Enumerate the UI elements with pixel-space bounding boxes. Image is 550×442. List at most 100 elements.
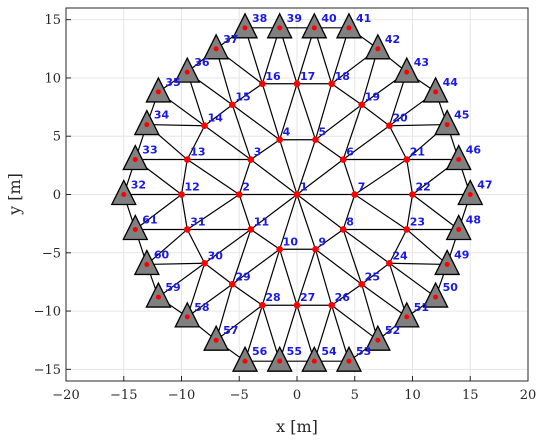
support-point-45 xyxy=(444,122,450,128)
node-label-58: 58 xyxy=(194,301,209,314)
member-19-20 xyxy=(361,104,390,127)
member-3-14 xyxy=(204,125,252,161)
free-node-14 xyxy=(201,122,208,130)
node-label-47: 47 xyxy=(477,179,492,192)
node-label-39: 39 xyxy=(287,12,302,25)
node-label-24: 24 xyxy=(392,249,408,262)
member-22-48 xyxy=(412,194,460,230)
member-6-20 xyxy=(342,125,390,161)
member-10-29 xyxy=(231,248,281,285)
node-label-43: 43 xyxy=(414,56,429,69)
support-point-32 xyxy=(121,192,127,197)
node-label-6: 6 xyxy=(346,146,354,159)
node-label-50: 50 xyxy=(443,281,459,294)
support-point-37 xyxy=(213,46,219,52)
free-node-19 xyxy=(358,101,365,109)
member-3-4 xyxy=(250,139,281,161)
member-31-60 xyxy=(146,229,188,265)
member-9-27 xyxy=(296,249,317,306)
y-tick-label: 10 xyxy=(44,71,61,86)
member-1-3 xyxy=(250,159,298,195)
member-24-50 xyxy=(389,262,436,298)
node-label-56: 56 xyxy=(252,345,268,358)
member-24-25 xyxy=(361,262,390,285)
node-label-14: 14 xyxy=(208,112,224,125)
member-20-21 xyxy=(388,125,408,160)
node-label-7: 7 xyxy=(358,181,366,194)
member-5-17 xyxy=(296,83,317,140)
y-tick-label: 15 xyxy=(44,13,61,28)
free-node-5 xyxy=(312,136,319,144)
free-node-30 xyxy=(201,259,208,267)
member-1-11 xyxy=(250,194,298,230)
member-4-16 xyxy=(261,83,281,140)
members xyxy=(123,27,471,362)
node-label-13: 13 xyxy=(190,146,205,159)
support-point-50 xyxy=(433,294,439,300)
support-point-47 xyxy=(467,192,473,197)
y-axis-label: y [m] xyxy=(5,173,24,216)
member-1-5 xyxy=(296,139,317,195)
node-label-42: 42 xyxy=(385,33,400,46)
member-9-25 xyxy=(315,248,363,285)
support-point-34 xyxy=(144,122,150,128)
node-label-25: 25 xyxy=(365,270,380,283)
member-10-11 xyxy=(250,228,281,250)
member-25-51 xyxy=(361,283,408,318)
member-22-23 xyxy=(406,194,414,230)
member-12-61 xyxy=(134,194,182,230)
member-5-18 xyxy=(314,83,333,140)
member-6-19 xyxy=(342,104,363,160)
node-label-30: 30 xyxy=(208,249,224,262)
free-node-27 xyxy=(293,301,301,309)
member-15-16 xyxy=(231,83,263,106)
member-2-13 xyxy=(186,159,240,195)
node-label-52: 52 xyxy=(385,324,400,337)
member-4-17 xyxy=(279,83,298,140)
support-point-40 xyxy=(311,25,317,31)
node-label-51: 51 xyxy=(414,301,429,314)
node-label-61: 61 xyxy=(142,213,157,226)
free-node-20 xyxy=(386,122,393,130)
support-point-54 xyxy=(311,358,317,364)
node-label-12: 12 xyxy=(185,181,200,194)
member-4-15 xyxy=(231,104,281,141)
member-29-58 xyxy=(186,283,233,318)
member-26-52 xyxy=(331,304,379,341)
node-label-46: 46 xyxy=(466,144,482,157)
free-node-28 xyxy=(259,301,266,309)
member-25-26 xyxy=(331,283,363,306)
member-10-28 xyxy=(261,249,281,306)
node-label-37: 37 xyxy=(223,33,238,46)
member-28-29 xyxy=(231,283,263,306)
x-tick-label: 15 xyxy=(462,388,479,403)
x-tick-label: 20 xyxy=(520,388,537,403)
node-label-48: 48 xyxy=(466,213,481,226)
member-1-6 xyxy=(296,159,344,195)
member-5-19 xyxy=(315,104,363,141)
member-11-2 xyxy=(238,194,252,230)
node-label-23: 23 xyxy=(410,215,425,228)
support-point-55 xyxy=(277,358,283,364)
node-label-22: 22 xyxy=(416,181,431,194)
support-point-46 xyxy=(456,157,462,163)
member-29-30 xyxy=(204,262,233,285)
support-point-60 xyxy=(144,261,150,267)
member-12-13 xyxy=(180,159,188,195)
x-axis-label: x [m] xyxy=(276,417,318,436)
y-tick-label: 0 xyxy=(53,188,61,203)
node-label-11: 11 xyxy=(254,215,269,228)
support-point-52 xyxy=(375,337,381,343)
node-label-40: 40 xyxy=(321,12,337,25)
member-23-49 xyxy=(406,229,448,265)
node-label-57: 57 xyxy=(223,324,238,337)
support-point-33 xyxy=(132,157,138,163)
member-8-25 xyxy=(342,229,363,285)
node-label-44: 44 xyxy=(443,76,459,89)
member-1-10 xyxy=(279,194,298,250)
node-label-16: 16 xyxy=(265,70,281,83)
free-node-18 xyxy=(328,80,335,88)
support-point-58 xyxy=(184,314,190,320)
support-point-39 xyxy=(277,25,283,31)
